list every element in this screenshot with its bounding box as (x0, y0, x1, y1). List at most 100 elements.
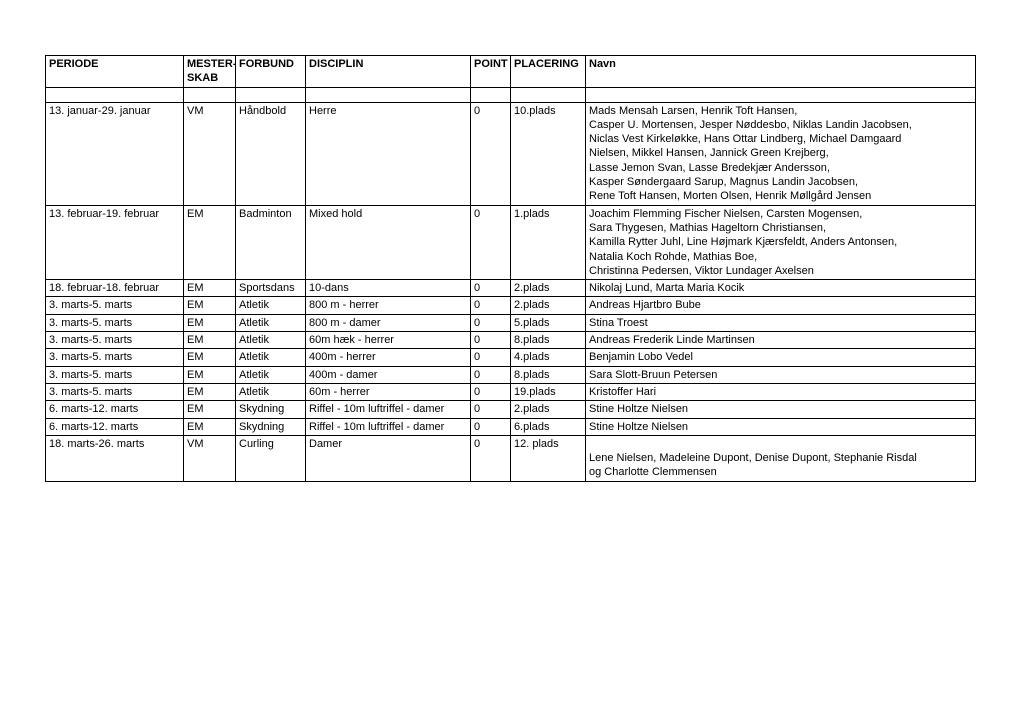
cell-point: 0 (471, 205, 511, 279)
table-row: 3. marts-5. martsEMAtletik400m - herrer0… (46, 349, 976, 366)
cell-placering: 4.plads (511, 349, 586, 366)
cell-mesterskab: VM (184, 102, 236, 205)
cell-periode: 3. marts-5. marts (46, 332, 184, 349)
cell-periode: 13. februar-19. februar (46, 205, 184, 279)
cell-mesterskab: EM (184, 349, 236, 366)
cell-periode: 3. marts-5. marts (46, 349, 184, 366)
cell-navn: Joachim Flemming Fischer Nielsen, Carste… (586, 205, 976, 279)
cell-periode: 3. marts-5. marts (46, 297, 184, 314)
cell-disciplin: 400m - damer (306, 366, 471, 383)
cell-navn: Andreas Frederik Linde Martinsen (586, 332, 976, 349)
cell-point: 0 (471, 401, 511, 418)
table-row: 18. februar-18. februarEMSportsdans10-da… (46, 280, 976, 297)
cell-mesterskab: EM (184, 297, 236, 314)
col-header-mesterskab: MESTER- SKAB (184, 56, 236, 88)
cell-periode: 6. marts-12. marts (46, 401, 184, 418)
cell-point: 0 (471, 332, 511, 349)
cell-periode: 3. marts-5. marts (46, 366, 184, 383)
table-row: 3. marts-5. martsEMAtletik800 m - damer0… (46, 314, 976, 331)
table-row: 3. marts-5. martsEMAtletik60m hæk - herr… (46, 332, 976, 349)
cell-disciplin: 60m hæk - herrer (306, 332, 471, 349)
cell-disciplin: Riffel - 10m luftriffel - damer (306, 401, 471, 418)
cell-placering: 2.plads (511, 401, 586, 418)
cell-forbund: Atletik (236, 332, 306, 349)
cell-placering: 6.plads (511, 418, 586, 435)
cell-placering: 1.plads (511, 205, 586, 279)
cell-periode: 18. februar-18. februar (46, 280, 184, 297)
table-row: 6. marts-12. martsEMSkydningRiffel - 10m… (46, 418, 976, 435)
cell-navn: Benjamin Lobo Vedel (586, 349, 976, 366)
cell-disciplin: 800 m - herrer (306, 297, 471, 314)
cell-forbund: Badminton (236, 205, 306, 279)
cell-periode: 13. januar-29. januar (46, 102, 184, 205)
cell-navn: Nikolaj Lund, Marta Maria Kocik (586, 280, 976, 297)
table-body: 13. januar-29. januarVMHåndboldHerre010.… (46, 87, 976, 481)
table-row: 6. marts-12. martsEMSkydningRiffel - 10m… (46, 401, 976, 418)
cell-disciplin: 400m - herrer (306, 349, 471, 366)
col-header-forbund: FORBUND (236, 56, 306, 88)
cell-forbund: Skydning (236, 401, 306, 418)
cell-disciplin: Damer (306, 435, 471, 481)
cell-mesterskab: EM (184, 383, 236, 400)
cell-navn: Stina Troest (586, 314, 976, 331)
col-header-periode: PERIODE (46, 56, 184, 88)
header-row: PERIODE MESTER- SKAB FORBUND DISCIPLIN P… (46, 56, 976, 88)
table-row: 3. marts-5. martsEMAtletik60m - herrer01… (46, 383, 976, 400)
cell-point: 0 (471, 418, 511, 435)
cell-navn: Mads Mensah Larsen, Henrik Toft Hansen,C… (586, 102, 976, 205)
mesterskab-line2: SKAB (187, 72, 218, 84)
cell-periode: 3. marts-5. marts (46, 314, 184, 331)
mesterskab-line1: MESTER- (187, 58, 236, 70)
cell-placering: 5.plads (511, 314, 586, 331)
cell-navn: Sara Slott-Bruun Petersen (586, 366, 976, 383)
cell-disciplin: Mixed hold (306, 205, 471, 279)
cell-point: 0 (471, 297, 511, 314)
col-header-navn: Navn (586, 56, 976, 88)
cell-placering: 10.plads (511, 102, 586, 205)
cell-navn: Stine Holtze Nielsen (586, 418, 976, 435)
cell-mesterskab: VM (184, 435, 236, 481)
cell-mesterskab: EM (184, 205, 236, 279)
table-row: 18. marts-26. martsVMCurlingDamer012. pl… (46, 435, 976, 481)
cell-placering: 12. plads (511, 435, 586, 481)
cell-forbund: Curling (236, 435, 306, 481)
cell-forbund: Atletik (236, 383, 306, 400)
cell-periode: 3. marts-5. marts (46, 383, 184, 400)
cell-forbund: Håndbold (236, 102, 306, 205)
cell-point: 0 (471, 349, 511, 366)
cell-forbund: Atletik (236, 366, 306, 383)
cell-navn: Lene Nielsen, Madeleine Dupont, Denise D… (586, 435, 976, 481)
cell-navn: Andreas Hjartbro Bube (586, 297, 976, 314)
cell-disciplin: Herre (306, 102, 471, 205)
cell-point: 0 (471, 366, 511, 383)
table-row: 3. marts-5. martsEMAtletik800 m - herrer… (46, 297, 976, 314)
cell-point: 0 (471, 383, 511, 400)
cell-placering: 8.plads (511, 332, 586, 349)
table-row: 13. januar-29. januarVMHåndboldHerre010.… (46, 102, 976, 205)
col-header-disciplin: DISCIPLIN (306, 56, 471, 88)
cell-placering: 8.plads (511, 366, 586, 383)
cell-mesterskab: EM (184, 418, 236, 435)
cell-periode: 18. marts-26. marts (46, 435, 184, 481)
col-header-placering: PLACERING (511, 56, 586, 88)
table-row: 13. februar-19. februarEMBadmintonMixed … (46, 205, 976, 279)
results-table: PERIODE MESTER- SKAB FORBUND DISCIPLIN P… (45, 55, 976, 482)
cell-mesterskab: EM (184, 314, 236, 331)
table-row: 3. marts-5. martsEMAtletik400m - damer08… (46, 366, 976, 383)
cell-placering: 2.plads (511, 280, 586, 297)
cell-forbund: Atletik (236, 297, 306, 314)
cell-point: 0 (471, 280, 511, 297)
cell-disciplin: 10-dans (306, 280, 471, 297)
cell-disciplin: 60m - herrer (306, 383, 471, 400)
cell-disciplin: Riffel - 10m luftriffel - damer (306, 418, 471, 435)
cell-navn: Stine Holtze Nielsen (586, 401, 976, 418)
cell-mesterskab: EM (184, 332, 236, 349)
cell-placering: 19.plads (511, 383, 586, 400)
cell-forbund: Skydning (236, 418, 306, 435)
cell-point: 0 (471, 435, 511, 481)
cell-mesterskab: EM (184, 401, 236, 418)
col-header-point: POINT (471, 56, 511, 88)
cell-navn: Kristoffer Hari (586, 383, 976, 400)
spacer-row (46, 87, 976, 102)
cell-forbund: Atletik (236, 349, 306, 366)
